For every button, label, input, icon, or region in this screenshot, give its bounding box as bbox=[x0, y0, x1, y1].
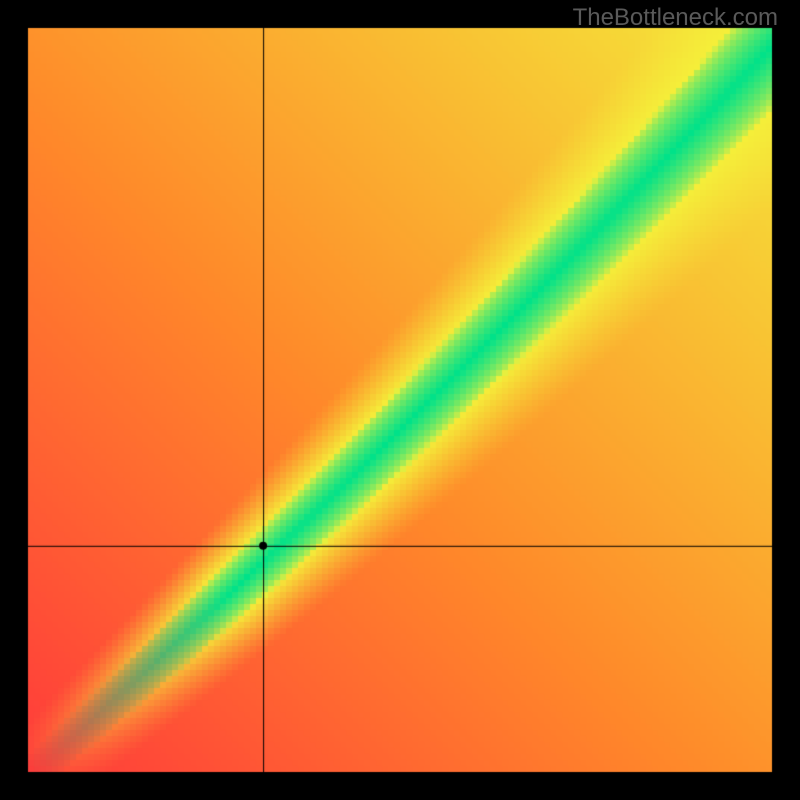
watermark-text: TheBottleneck.com bbox=[573, 4, 778, 32]
heatmap-canvas bbox=[0, 0, 800, 800]
chart-container: TheBottleneck.com bbox=[0, 0, 800, 800]
